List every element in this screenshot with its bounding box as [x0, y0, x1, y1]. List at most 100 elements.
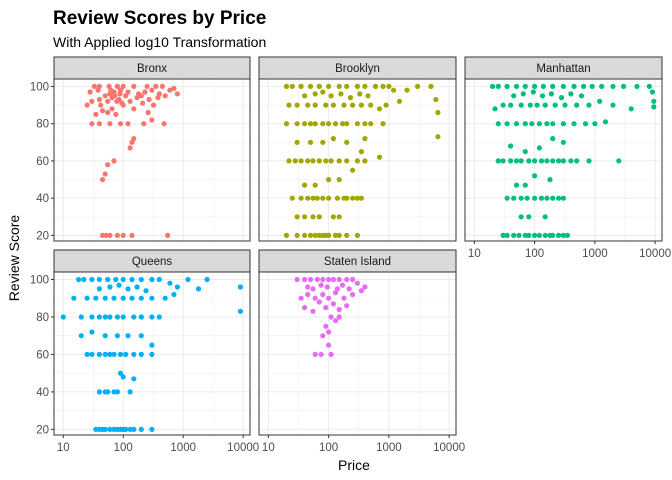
- data-point: [344, 276, 350, 283]
- strip-background: [53, 56, 251, 80]
- data-point: [324, 284, 330, 290]
- data-point: [305, 195, 311, 201]
- data-point: [89, 314, 95, 320]
- data-point: [307, 276, 314, 283]
- y-tick-label: 40: [36, 387, 49, 399]
- data-point: [312, 295, 318, 301]
- points-staten-island: [294, 276, 368, 357]
- data-point: [568, 158, 574, 164]
- data-point: [111, 295, 117, 301]
- data-point: [113, 111, 119, 117]
- data-point: [156, 276, 162, 283]
- data-point: [511, 232, 517, 238]
- data-point: [125, 333, 131, 339]
- data-point: [320, 89, 326, 95]
- data-point: [237, 284, 243, 290]
- data-point: [362, 136, 368, 142]
- data-point: [171, 85, 177, 91]
- data-point: [105, 389, 111, 395]
- data-point: [107, 314, 113, 320]
- data-point: [312, 102, 318, 108]
- data-point: [513, 121, 520, 127]
- data-point: [138, 295, 144, 301]
- data-point: [117, 370, 124, 376]
- facet-brooklyn: Brooklyn: [258, 56, 457, 242]
- data-point: [560, 232, 567, 238]
- data-point: [71, 295, 77, 301]
- data-point: [560, 83, 567, 89]
- data-point: [120, 374, 126, 380]
- x-tick-label: 10: [262, 442, 275, 454]
- y-tick-label: 80: [36, 119, 49, 131]
- data-point: [500, 158, 506, 164]
- data-point: [610, 102, 616, 108]
- data-point: [532, 232, 538, 238]
- data-point: [320, 333, 326, 339]
- facet-bronx: Bronx 20 40 60 80 100: [30, 56, 251, 242]
- data-point: [107, 284, 113, 290]
- data-point: [316, 158, 322, 164]
- data-point: [508, 158, 514, 164]
- data-point: [336, 232, 342, 238]
- data-point: [142, 89, 148, 95]
- strip-label: Manhattan: [536, 63, 590, 75]
- data-point: [495, 83, 501, 89]
- data-point: [508, 102, 514, 108]
- data-point: [435, 109, 441, 116]
- data-point: [89, 98, 95, 104]
- data-point: [307, 139, 314, 145]
- data-point: [320, 276, 326, 283]
- data-point: [586, 102, 592, 108]
- data-point: [312, 182, 318, 188]
- chart-title: Review Scores by Price: [53, 8, 266, 29]
- data-point: [289, 195, 295, 201]
- data-point: [162, 93, 168, 99]
- data-point: [298, 195, 304, 201]
- data-point: [89, 351, 95, 357]
- data-point: [149, 426, 155, 432]
- data-point: [350, 291, 356, 298]
- data-point: [599, 83, 605, 89]
- data-point: [556, 158, 562, 164]
- data-point: [518, 158, 524, 164]
- data-point: [323, 158, 329, 164]
- data-point: [354, 158, 360, 164]
- data-point: [323, 305, 329, 311]
- data-point: [105, 109, 111, 116]
- data-point: [358, 288, 364, 294]
- x-tick-label: 100: [114, 442, 133, 454]
- data-point: [146, 96, 152, 103]
- data-point: [344, 158, 350, 164]
- y-tick-label: 100: [30, 274, 49, 286]
- data-point: [107, 351, 113, 357]
- data-point: [111, 158, 117, 164]
- data-point: [326, 177, 332, 183]
- data-point: [119, 100, 125, 106]
- data-point: [302, 121, 308, 127]
- data-point: [529, 121, 535, 127]
- data-point: [96, 314, 102, 320]
- data-point: [341, 102, 347, 108]
- data-point: [298, 83, 304, 89]
- data-point: [131, 351, 137, 357]
- data-point: [125, 89, 131, 95]
- data-point: [320, 291, 326, 298]
- data-point: [354, 232, 360, 238]
- data-point: [116, 282, 122, 288]
- data-point: [149, 276, 155, 283]
- data-point: [112, 93, 118, 99]
- data-point: [89, 121, 95, 127]
- data-point: [302, 214, 308, 220]
- data-point: [365, 93, 371, 99]
- data-point: [532, 173, 538, 179]
- data-point: [84, 295, 90, 301]
- strip-label: Queens: [132, 256, 173, 268]
- data-point: [532, 83, 538, 89]
- data-point: [568, 91, 574, 97]
- data-point: [155, 95, 161, 101]
- data-point: [131, 426, 137, 432]
- data-point: [107, 232, 113, 238]
- data-point: [102, 171, 108, 177]
- data-point: [489, 83, 496, 89]
- data-point: [354, 195, 360, 201]
